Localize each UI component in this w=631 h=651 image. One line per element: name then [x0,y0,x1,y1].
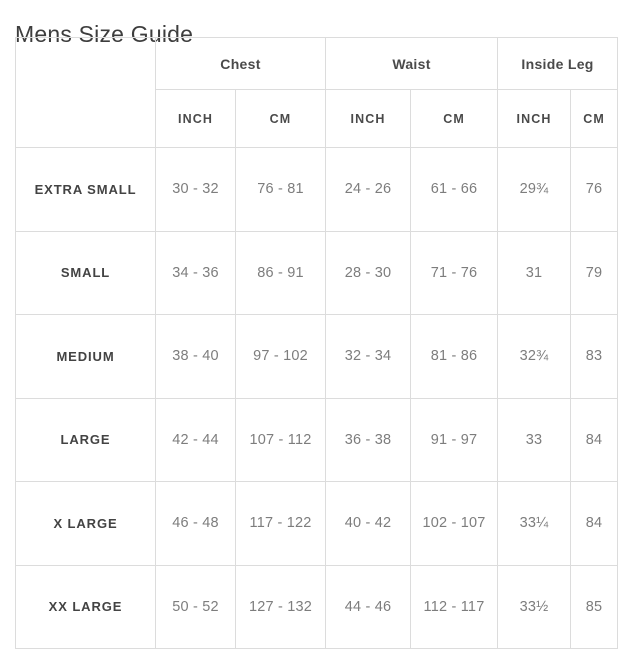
header-row-groups: Chest Waist Inside Leg [15,37,619,148]
size-guide-table: Chest Waist Inside Leg INCH CM INCH CM I… [15,37,619,649]
cell-chest-inch: 42 - 44 [155,397,236,482]
size-label: SMALL [15,230,156,315]
unit-header-waist-inch: INCH [325,89,411,148]
cell-inside-leg-inch: 33¼ [497,481,572,566]
cell-waist-cm: 91 - 97 [409,397,499,482]
cell-chest-inch: 34 - 36 [155,230,236,315]
cell-inside-leg-inch: 33 [497,397,572,482]
unit-header-chest-cm: CM [235,89,326,148]
cell-chest-inch: 50 - 52 [155,564,236,649]
size-label: XX LARGE [15,564,156,649]
table-row: EXTRA SMALL 30 - 32 76 - 81 24 - 26 61 -… [15,147,619,232]
cell-waist-cm: 71 - 76 [409,230,499,315]
size-label: MEDIUM [15,314,156,399]
cell-waist-cm: 81 - 86 [409,314,499,399]
cell-inside-leg-cm: 85 [570,564,619,649]
size-label: LARGE [15,397,156,482]
cell-inside-leg-cm: 79 [570,230,619,315]
column-group-inside-leg: Inside Leg [497,37,619,90]
unit-header-inside-leg-inch: INCH [497,89,572,148]
cell-inside-leg-inch: 33½ [497,564,572,649]
cell-waist-cm: 112 - 117 [409,564,499,649]
cell-waist-cm: 61 - 66 [409,147,499,232]
table-row: X LARGE 46 - 48 117 - 122 40 - 42 102 - … [15,481,619,566]
cell-chest-cm: 107 - 112 [235,397,326,482]
header-row-units: INCH CM INCH CM INCH CM [16,89,619,148]
table-row: SMALL 34 - 36 86 - 91 28 - 30 71 - 76 31… [15,230,619,315]
cell-chest-cm: 117 - 122 [235,481,326,566]
unit-header-chest-inch: INCH [155,89,236,148]
table-body: EXTRA SMALL 30 - 32 76 - 81 24 - 26 61 -… [15,147,619,649]
cell-inside-leg-cm: 84 [570,481,619,566]
cell-waist-inch: 36 - 38 [325,397,411,482]
cell-chest-inch: 30 - 32 [155,147,236,232]
header-corner-cell [15,37,156,148]
cell-chest-cm: 97 - 102 [235,314,326,399]
cell-waist-inch: 28 - 30 [325,230,411,315]
cell-waist-inch: 40 - 42 [325,481,411,566]
cell-chest-inch: 38 - 40 [155,314,236,399]
table-row: XX LARGE 50 - 52 127 - 132 44 - 46 112 -… [15,564,619,649]
cell-waist-cm: 102 - 107 [409,481,499,566]
unit-header-waist-cm: CM [409,89,499,148]
column-group-chest: Chest [155,37,326,90]
cell-inside-leg-cm: 84 [570,397,619,482]
unit-header-inside-leg-cm: CM [570,89,619,148]
cell-inside-leg-cm: 83 [570,314,619,399]
cell-inside-leg-cm: 76 [570,147,619,232]
cell-chest-cm: 76 - 81 [235,147,326,232]
cell-inside-leg-inch: 32¾ [497,314,572,399]
table-row: LARGE 42 - 44 107 - 112 36 - 38 91 - 97 … [15,397,619,482]
cell-waist-inch: 24 - 26 [325,147,411,232]
cell-chest-cm: 86 - 91 [235,230,326,315]
cell-chest-inch: 46 - 48 [155,481,236,566]
cell-chest-cm: 127 - 132 [235,564,326,649]
cell-inside-leg-inch: 31 [497,230,572,315]
column-group-waist: Waist [324,37,499,90]
size-label: EXTRA SMALL [15,147,156,232]
table-row: MEDIUM 38 - 40 97 - 102 32 - 34 81 - 86 … [15,314,619,399]
size-label: X LARGE [15,481,156,566]
cell-waist-inch: 32 - 34 [325,314,411,399]
cell-inside-leg-inch: 29¾ [497,147,572,232]
cell-waist-inch: 44 - 46 [325,564,411,649]
table-header: Chest Waist Inside Leg INCH CM INCH CM I… [15,37,619,148]
